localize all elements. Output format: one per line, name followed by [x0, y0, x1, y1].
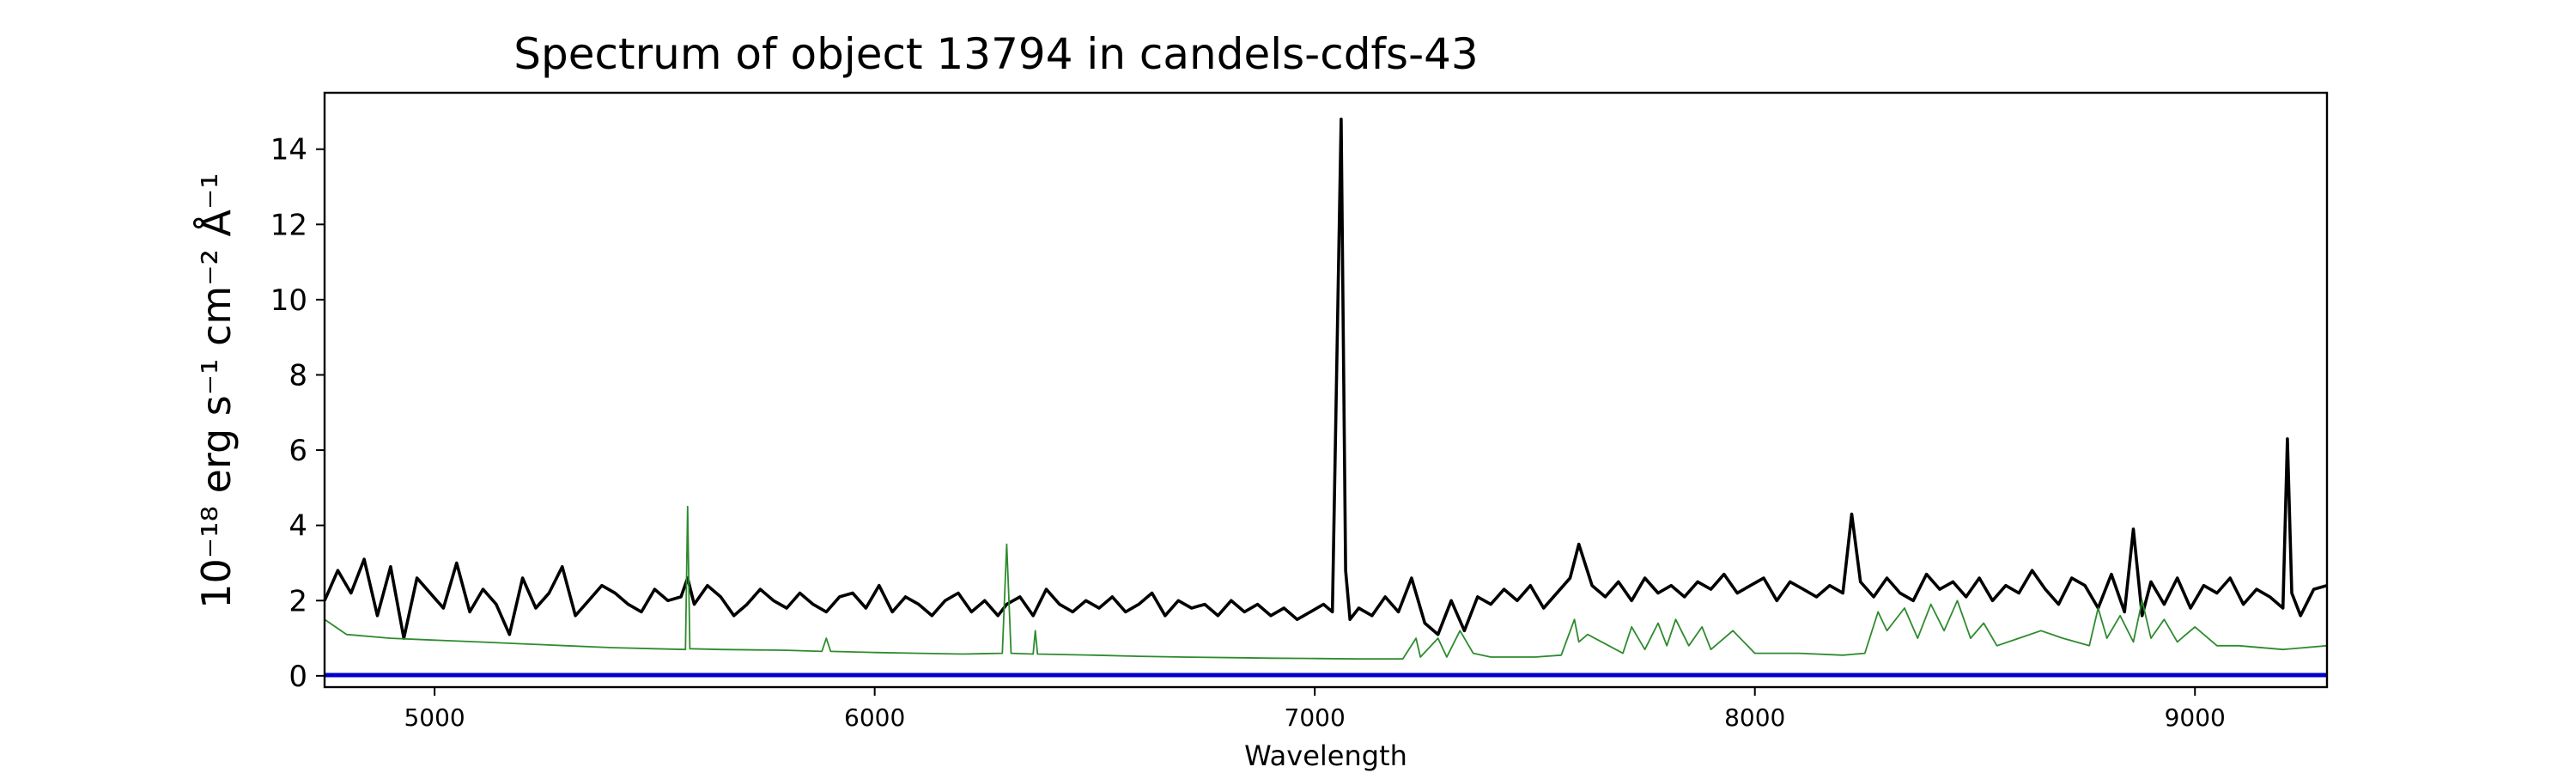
x-tick-label: 7000 — [1285, 703, 1346, 732]
x-tick-label: 6000 — [844, 703, 905, 732]
noise-line — [324, 505, 2328, 660]
y-tick-label: 4 — [289, 509, 307, 544]
x-axis-label: Wavelength — [1244, 740, 1407, 772]
flux-line — [323, 117, 2328, 640]
plot-area — [323, 91, 2329, 689]
y-tick-label: 6 — [289, 434, 307, 468]
y-axis-label: 10⁻¹⁸ erg s⁻¹ cm⁻² Å⁻¹ — [193, 173, 240, 608]
y-tick-label: 12 — [270, 208, 307, 242]
y-axis: 0 2 4 6 8 10 12 14 — [270, 133, 325, 694]
y-tick-label: 10 — [270, 283, 307, 318]
y-tick-label: 8 — [289, 358, 307, 393]
chart-title: Spectrum of object 13794 in candels-cdfs… — [513, 29, 1479, 79]
plot-frame — [323, 91, 2329, 689]
y-tick-label: 0 — [289, 660, 307, 694]
x-axis: 5000 6000 7000 8000 9000 — [404, 687, 2226, 732]
y-tick-label: 2 — [289, 584, 307, 618]
x-tick-label: 9000 — [2165, 703, 2226, 732]
series-layer — [323, 117, 2328, 678]
x-tick-label: 5000 — [404, 703, 465, 732]
y-tick-label: 14 — [270, 133, 307, 167]
x-tick-label: 8000 — [1724, 703, 1785, 732]
